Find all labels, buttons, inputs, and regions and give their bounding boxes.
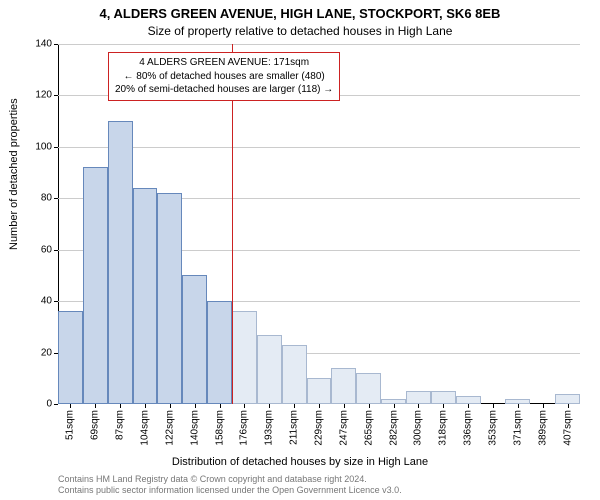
annotation-line-1: 4 ALDERS GREEN AVENUE: 171sqm (115, 56, 333, 70)
histogram-bar (108, 121, 133, 404)
y-tick-label: 100 (35, 141, 52, 152)
grid-line (58, 44, 580, 45)
x-tick-label: 69sqm (90, 410, 101, 440)
y-tick-label: 60 (41, 244, 52, 255)
x-tick-mark (344, 404, 345, 408)
histogram-bar (456, 396, 481, 404)
x-tick-mark (568, 404, 569, 408)
y-tick-label: 40 (41, 296, 52, 307)
x-tick-label: 336sqm (463, 410, 474, 446)
histogram-bar (58, 311, 83, 404)
chart-title-main: 4, ALDERS GREEN AVENUE, HIGH LANE, STOCK… (0, 6, 600, 21)
footer-line-1: Contains HM Land Registry data © Crown c… (58, 474, 402, 485)
grid-line (58, 147, 580, 148)
x-tick-label: 371sqm (512, 410, 523, 446)
y-tick-label: 140 (35, 39, 52, 50)
x-tick-mark (220, 404, 221, 408)
histogram-bar (282, 345, 307, 404)
x-tick-label: 122sqm (164, 410, 175, 446)
x-tick-mark (170, 404, 171, 408)
footer-credits: Contains HM Land Registry data © Crown c… (58, 474, 402, 496)
y-tick-mark (54, 147, 58, 148)
histogram-bar (356, 373, 381, 404)
x-tick-mark (244, 404, 245, 408)
histogram-bar (257, 335, 282, 404)
x-tick-label: 140sqm (189, 410, 200, 446)
x-tick-label: 158sqm (214, 410, 225, 446)
x-tick-mark (195, 404, 196, 408)
y-tick-label: 120 (35, 90, 52, 101)
x-tick-label: 389sqm (537, 410, 548, 446)
y-tick-label: 80 (41, 193, 52, 204)
x-tick-label: 87sqm (115, 410, 126, 440)
x-tick-label: 282sqm (388, 410, 399, 446)
x-tick-mark (418, 404, 419, 408)
x-tick-label: 229sqm (314, 410, 325, 446)
x-tick-label: 176sqm (239, 410, 250, 446)
x-tick-mark (543, 404, 544, 408)
x-tick-label: 51sqm (65, 410, 76, 440)
histogram-bar (555, 394, 580, 404)
y-tick-mark (54, 250, 58, 251)
histogram-bar (406, 391, 431, 404)
y-tick-label: 0 (46, 399, 52, 410)
x-tick-mark (493, 404, 494, 408)
x-tick-label: 104sqm (140, 410, 151, 446)
histogram-bar (307, 378, 332, 404)
y-tick-mark (54, 198, 58, 199)
x-tick-label: 247sqm (338, 410, 349, 446)
x-tick-mark (443, 404, 444, 408)
x-tick-label: 407sqm (562, 410, 573, 446)
y-tick-mark (54, 301, 58, 302)
x-tick-label: 265sqm (363, 410, 374, 446)
histogram-bar (157, 193, 182, 404)
x-tick-mark (319, 404, 320, 408)
x-axis-label: Distribution of detached houses by size … (0, 456, 600, 468)
x-tick-label: 211sqm (289, 410, 300, 445)
x-tick-mark (120, 404, 121, 408)
y-tick-label: 20 (41, 347, 52, 358)
x-tick-label: 193sqm (264, 410, 275, 446)
annotation-line-2: ← 80% of detached houses are smaller (48… (115, 70, 333, 84)
plot-area: 02040608010012014051sqm69sqm87sqm104sqm1… (58, 44, 580, 404)
x-tick-mark (145, 404, 146, 408)
annotation-box: 4 ALDERS GREEN AVENUE: 171sqm← 80% of de… (108, 52, 340, 101)
y-tick-mark (54, 95, 58, 96)
histogram-bar (431, 391, 456, 404)
histogram-bar (232, 311, 257, 404)
histogram-bar (133, 188, 158, 404)
x-tick-label: 318sqm (438, 410, 449, 446)
x-tick-label: 353sqm (488, 410, 499, 446)
x-tick-mark (269, 404, 270, 408)
x-tick-mark (468, 404, 469, 408)
x-tick-mark (95, 404, 96, 408)
x-tick-label: 300sqm (413, 410, 424, 446)
x-tick-mark (294, 404, 295, 408)
y-tick-mark (54, 404, 58, 405)
x-tick-mark (70, 404, 71, 408)
histogram-bar (182, 275, 207, 404)
histogram-bar (83, 167, 108, 404)
histogram-bar (207, 301, 232, 404)
x-tick-mark (518, 404, 519, 408)
x-tick-mark (394, 404, 395, 408)
y-axis-label: Number of detached properties (8, 98, 20, 250)
footer-line-2: Contains public sector information licen… (58, 485, 402, 496)
x-tick-mark (369, 404, 370, 408)
histogram-bar (331, 368, 356, 404)
chart-container: 4, ALDERS GREEN AVENUE, HIGH LANE, STOCK… (0, 0, 600, 500)
annotation-line-3: 20% of semi-detached houses are larger (… (115, 83, 333, 97)
chart-title-sub: Size of property relative to detached ho… (0, 24, 600, 38)
y-tick-mark (54, 44, 58, 45)
